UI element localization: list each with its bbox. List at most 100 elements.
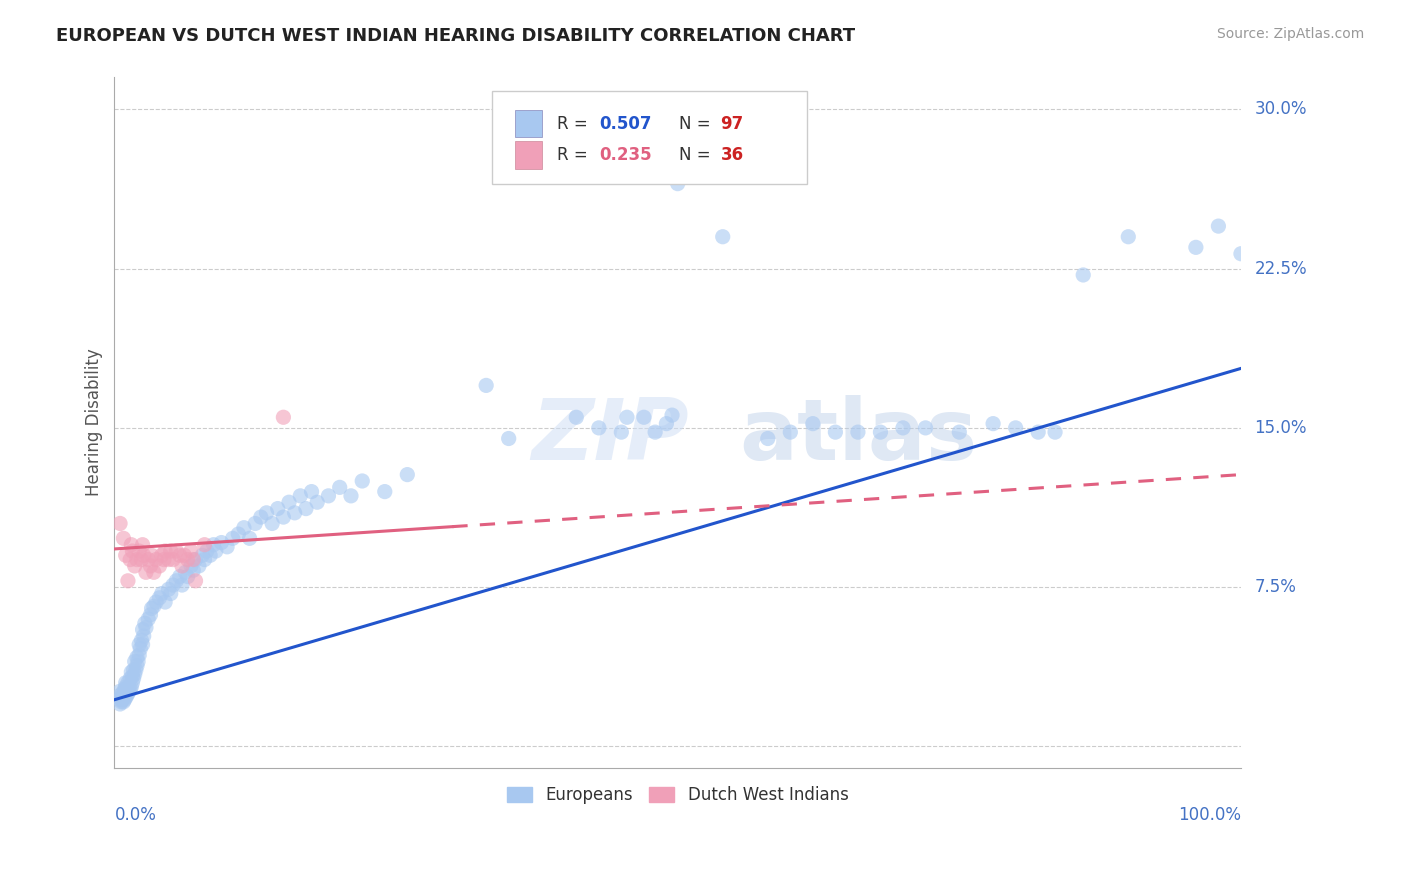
Point [145,595,167,609]
Point [195,544,218,558]
Point [131,538,153,552]
Point [114,675,136,690]
Point [118,680,141,694]
Point [132,549,155,563]
Text: Source: ZipAtlas.com: Source: ZipAtlas.com [1216,27,1364,41]
Text: 0.235: 0.235 [599,145,651,164]
Point [162,552,184,566]
Point [222,532,245,546]
Point [118,684,141,698]
Point [108,692,131,706]
Point [475,378,498,392]
Point [170,578,193,592]
Text: EUROPEAN VS DUTCH WEST INDIAN HEARING DISABILITY CORRELATION CHART: EUROPEAN VS DUTCH WEST INDIAN HEARING DI… [56,27,855,45]
Point [127,655,149,669]
Point [307,495,329,509]
Point [108,697,131,711]
Text: 15.0%: 15.0% [1254,419,1308,437]
Point [131,633,153,648]
Point [180,558,202,573]
Point [273,510,295,524]
Point [108,684,131,698]
Point [914,421,936,435]
Point [111,692,134,706]
FancyBboxPatch shape [516,110,543,137]
Point [801,417,824,431]
Point [176,552,198,566]
Point [176,569,198,583]
Point [125,658,148,673]
Point [131,552,153,566]
Point [128,648,150,662]
Point [239,532,262,546]
Point [295,501,318,516]
Point [134,616,156,631]
Point [616,410,638,425]
Point [117,675,139,690]
Point [112,695,135,709]
Point [193,538,215,552]
Point [204,544,226,558]
Point [125,552,148,566]
Point [181,552,204,566]
Point [132,629,155,643]
Point [1185,240,1208,254]
Point [110,690,132,705]
Point [131,638,153,652]
Text: 7.5%: 7.5% [1254,578,1296,596]
Point [124,558,146,573]
Point [1116,229,1139,244]
Point [170,558,193,573]
FancyBboxPatch shape [516,141,543,169]
FancyBboxPatch shape [492,91,807,185]
Point [111,686,134,700]
Text: N =: N = [679,115,716,133]
Point [165,544,187,558]
Point [1004,421,1026,435]
Text: R =: R = [557,115,593,133]
Text: R =: R = [557,145,593,164]
Point [124,655,146,669]
Point [565,410,588,425]
Point [374,484,396,499]
Point [711,229,734,244]
Point [290,489,312,503]
Point [233,521,256,535]
Point [228,527,250,541]
Point [139,558,162,573]
Point [162,578,184,592]
Point [498,432,520,446]
Point [891,421,914,435]
Point [145,552,167,566]
Point [114,684,136,698]
Point [610,425,633,439]
Point [245,516,267,531]
Point [869,425,891,439]
Point [153,595,176,609]
Point [117,686,139,700]
Point [120,680,142,694]
Point [115,682,138,697]
Point [396,467,419,482]
Text: 22.5%: 22.5% [1254,260,1308,277]
Point [112,689,135,703]
Point [141,549,163,563]
Point [655,417,678,431]
Point [148,558,170,573]
Point [209,535,232,549]
Point [114,690,136,705]
Y-axis label: Hearing Disability: Hearing Disability [86,349,103,497]
Text: 0.0%: 0.0% [114,805,156,823]
Point [1230,246,1253,260]
Text: 36: 36 [720,145,744,164]
Point [1071,268,1094,282]
Point [124,667,146,681]
Point [846,425,869,439]
Point [108,689,131,703]
Point [120,665,142,680]
Text: 97: 97 [720,115,744,133]
Point [169,549,191,563]
Text: 100.0%: 100.0% [1178,805,1241,823]
Point [174,566,197,580]
Point [1208,219,1230,233]
